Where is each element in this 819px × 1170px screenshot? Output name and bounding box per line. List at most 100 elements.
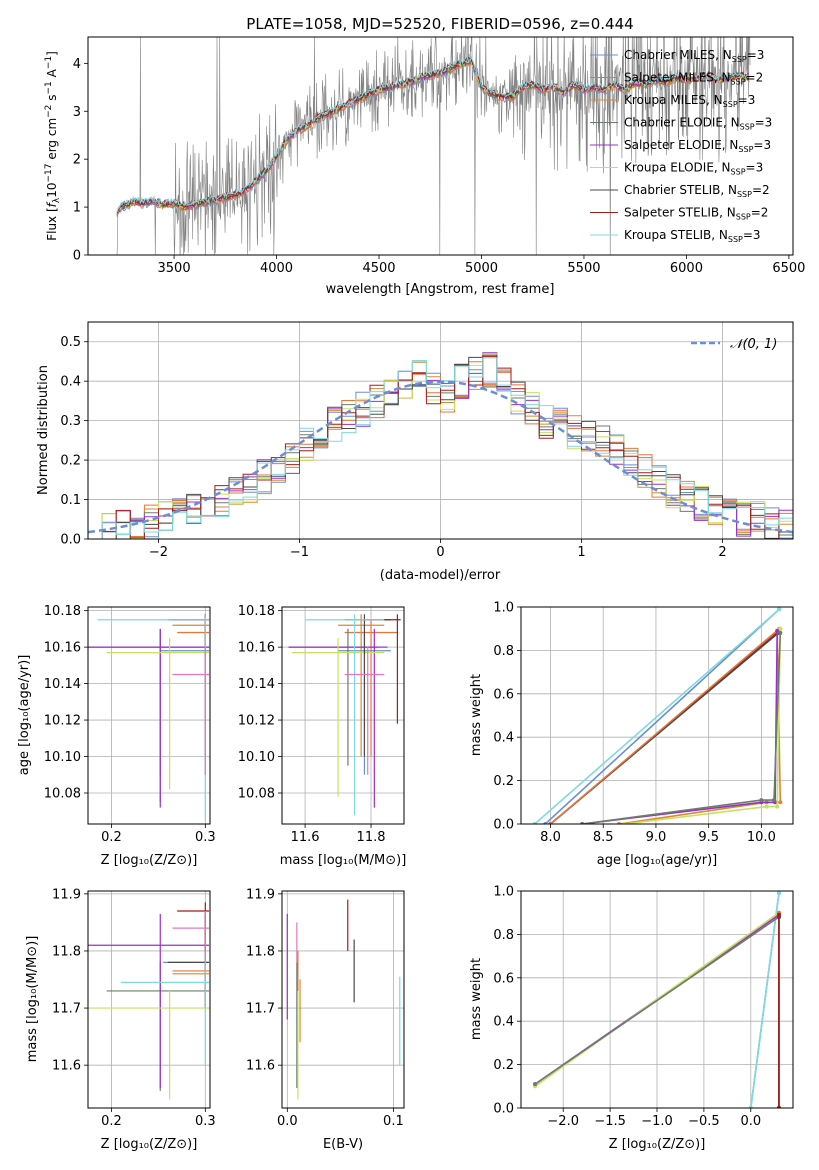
x-tick-label: 9.5 bbox=[698, 830, 719, 845]
legend-entry-name: Kroupa ELODIE, N bbox=[624, 161, 731, 175]
spectrum-title: PLATE=1058, MJD=52520, FIBERID=0596, z=0… bbox=[246, 15, 633, 33]
residual-histogram-8 bbox=[88, 357, 793, 539]
y-tick-label: 0 bbox=[73, 249, 81, 264]
legend-entry-name: Chabrier ELODIE, N bbox=[624, 116, 740, 130]
x-tick-label: 4500 bbox=[362, 261, 395, 276]
y-tick-label: 10.16 bbox=[238, 641, 275, 656]
legend-entry: Kroupa STELIB, NSSP=3 bbox=[624, 228, 761, 244]
model-spectrum-8 bbox=[116, 55, 750, 213]
x-tick-label: 3500 bbox=[158, 261, 191, 276]
y-tick-label: 0.1 bbox=[60, 493, 81, 508]
age-vs-z-frame bbox=[87, 606, 211, 825]
mass-weight-vs-age-frame bbox=[520, 606, 794, 825]
y-tick-label: 10.08 bbox=[44, 787, 81, 802]
y-tick-label: 10.08 bbox=[238, 787, 275, 802]
x-tick-label: 6500 bbox=[772, 261, 805, 276]
x-tick-label: 11.8 bbox=[357, 830, 386, 845]
normal-curve bbox=[88, 380, 793, 534]
y-tick-label: 0.3 bbox=[60, 414, 81, 429]
legend-entry-sub: SSP bbox=[738, 145, 753, 154]
x-tick-label: 8.0 bbox=[540, 830, 561, 845]
mass-weight-line-3 bbox=[534, 916, 780, 1085]
mass-vs-ebv-panel: 0.0 0.1 11.6 11.7 11.8 11.9 E(B-V) bbox=[246, 887, 405, 1152]
legend-entry-name: Salpeter MILES, N bbox=[624, 71, 731, 85]
mass-weight-vs-age-ylabel: mass weight bbox=[469, 674, 484, 756]
legend-entry-n: =3 bbox=[747, 48, 765, 62]
x-tick-label: 6000 bbox=[670, 261, 703, 276]
mass-vs-z-ylabel: mass [log₁₀(M/M⊙)] bbox=[25, 936, 40, 1063]
x-tick-label: −2 bbox=[149, 545, 168, 560]
mass-vs-z-xlabel: Z [log₁₀(Z/Z⊙)] bbox=[101, 1137, 198, 1152]
legend-entry-name: Chabrier MILES, N bbox=[624, 48, 732, 62]
x-tick-label: 10.0 bbox=[747, 830, 776, 845]
y-tick-label: 0.0 bbox=[493, 818, 514, 833]
mass-vs-ebv-xlabel: E(B-V) bbox=[323, 1137, 363, 1152]
mass-weight-line-5 bbox=[534, 912, 780, 1087]
mass-vs-z-frame bbox=[87, 890, 211, 1109]
legend-entry-name: Chabrier STELIB, N bbox=[624, 183, 737, 197]
spectrum-panel: PLATE=1058, MJD=52520, FIBERID=0596, z=0… bbox=[44, 15, 805, 297]
legend-entry-name: Salpeter ELODIE, N bbox=[624, 138, 738, 152]
x-tick-label: 11.6 bbox=[291, 830, 320, 845]
x-tick-label: 1 bbox=[577, 545, 585, 560]
y-tick-label: 0.6 bbox=[493, 687, 514, 702]
mass-weight-point bbox=[772, 798, 777, 803]
y-tick-label: 4 bbox=[73, 57, 81, 72]
legend-entry: Chabrier ELODIE, NSSP=3 bbox=[624, 116, 772, 132]
y-tick-label: 10.10 bbox=[238, 750, 275, 765]
x-tick-label: 0.0 bbox=[277, 1114, 298, 1129]
observed-spectrum bbox=[116, 37, 751, 255]
legend-entry-sub: SSP bbox=[731, 168, 746, 177]
x-tick-label: 4000 bbox=[260, 261, 293, 276]
mass-weight-line-0 bbox=[544, 608, 780, 824]
spectrum-xlabel: wavelength [Angstrom, rest frame] bbox=[326, 282, 555, 297]
legend-entry-name: Kroupa MILES, N bbox=[624, 93, 723, 107]
mass-weight-point bbox=[776, 912, 781, 917]
mass-vs-ebv-frame bbox=[281, 890, 405, 1109]
legend-entry-n: =2 bbox=[752, 183, 770, 197]
y-tick-label: 1.0 bbox=[493, 601, 514, 616]
mass-weight-point bbox=[764, 804, 769, 809]
x-tick-label: 0.0 bbox=[740, 1114, 761, 1129]
y-tick-label: 1.0 bbox=[493, 885, 514, 900]
legend-entry-name: Kroupa STELIB, N bbox=[624, 228, 728, 242]
legend-entry: Kroupa MILES, NSSP=3 bbox=[624, 93, 755, 109]
legend-entry-n: =2 bbox=[746, 71, 764, 85]
legend-entry: Salpeter MILES, NSSP=2 bbox=[624, 71, 763, 87]
mass-weight-point bbox=[775, 804, 780, 809]
mass-weight-vs-z-xlabel: Z [log₁₀(Z/Z⊙)] bbox=[609, 1137, 706, 1152]
y-tick-label: 10.12 bbox=[238, 714, 275, 729]
legend-entry-sub: SSP bbox=[737, 190, 752, 199]
spectrum-frame bbox=[87, 36, 794, 256]
legend-entry: Chabrier MILES, NSSP=3 bbox=[624, 48, 764, 64]
x-tick-label: 0.3 bbox=[195, 830, 216, 845]
mass-weight-line-8 bbox=[534, 608, 780, 824]
y-tick-label: 11.9 bbox=[246, 887, 275, 902]
mass-weight-point bbox=[777, 607, 782, 612]
age-vs-mass-frame bbox=[281, 606, 405, 825]
age-vs-z-ylabel: age [log₁₀(age/yr)] bbox=[17, 655, 32, 776]
y-tick-label: 0.4 bbox=[493, 1015, 514, 1030]
y-tick-label: 10.16 bbox=[44, 641, 81, 656]
mass-weight-vs-age-panel: 8.0 8.5 9.0 9.5 10.0 0.0 0.2 0.4 0.6 0.8 1.0 age [… bbox=[469, 601, 794, 868]
mass-weight-line-5 bbox=[624, 628, 782, 824]
residuals-panel: −2 −1 0 1 2 0.0 0.1 0.2 0.3 0.4 0.5 (data-model)/e… bbox=[36, 321, 794, 583]
legend-entry-n: =3 bbox=[746, 161, 764, 175]
y-tick-label: 0.2 bbox=[60, 454, 81, 469]
y-tick-label: 0.8 bbox=[493, 928, 514, 943]
y-tick-label: 0.2 bbox=[493, 1058, 514, 1073]
x-tick-label: 5000 bbox=[465, 261, 498, 276]
mass-weight-vs-z-panel: −2.0 −1.5 −1.0 −0.5 0.0 0.0 0.2 0.4 0.6 0.8 1.0 Z … bbox=[469, 885, 794, 1152]
y-tick-label: 0.0 bbox=[493, 1102, 514, 1117]
legend-entry-sub: SSP bbox=[740, 123, 755, 132]
x-tick-label: 5500 bbox=[567, 261, 600, 276]
x-tick-label: −1.5 bbox=[594, 1114, 626, 1129]
y-tick-label: 10.10 bbox=[44, 750, 81, 765]
x-tick-label: 0.2 bbox=[101, 1114, 122, 1129]
residuals-legend: 𝒩(0, 1) bbox=[691, 337, 777, 352]
y-tick-label: 10.18 bbox=[238, 604, 275, 619]
y-tick-label: 11.6 bbox=[52, 1059, 81, 1074]
y-tick-label: 11.7 bbox=[52, 1002, 81, 1017]
y-tick-label: 11.8 bbox=[52, 944, 81, 959]
